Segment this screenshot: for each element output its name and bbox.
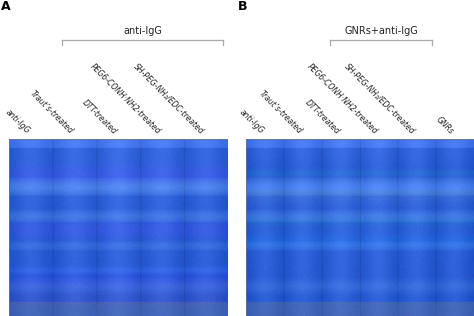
Text: DTT-treated: DTT-treated — [303, 98, 341, 136]
Text: anti-IgG: anti-IgG — [3, 108, 31, 136]
Text: A: A — [1, 0, 10, 13]
Text: SH-PEG-NH₂/EDC-treated: SH-PEG-NH₂/EDC-treated — [132, 62, 206, 136]
Text: PEG6-CONH·NH2-treated: PEG6-CONH·NH2-treated — [305, 62, 379, 136]
Text: Traut’s-treated: Traut’s-treated — [28, 89, 75, 136]
Bar — [246, 139, 474, 316]
Text: anti-IgG: anti-IgG — [237, 108, 265, 136]
Text: GNRs: GNRs — [434, 115, 455, 136]
Text: PEG6-CONH·NH2-treated: PEG6-CONH·NH2-treated — [88, 62, 162, 136]
Text: B: B — [237, 0, 247, 13]
Text: GNRs+anti-IgG: GNRs+anti-IgG — [344, 26, 418, 36]
Text: anti-IgG: anti-IgG — [123, 26, 162, 36]
Text: DTT-treated: DTT-treated — [81, 98, 118, 136]
Text: Traut’s-treated: Traut’s-treated — [257, 89, 303, 136]
Text: SH-PEG-NH₂/EDC-treated: SH-PEG-NH₂/EDC-treated — [343, 62, 417, 136]
Bar — [9, 139, 228, 316]
